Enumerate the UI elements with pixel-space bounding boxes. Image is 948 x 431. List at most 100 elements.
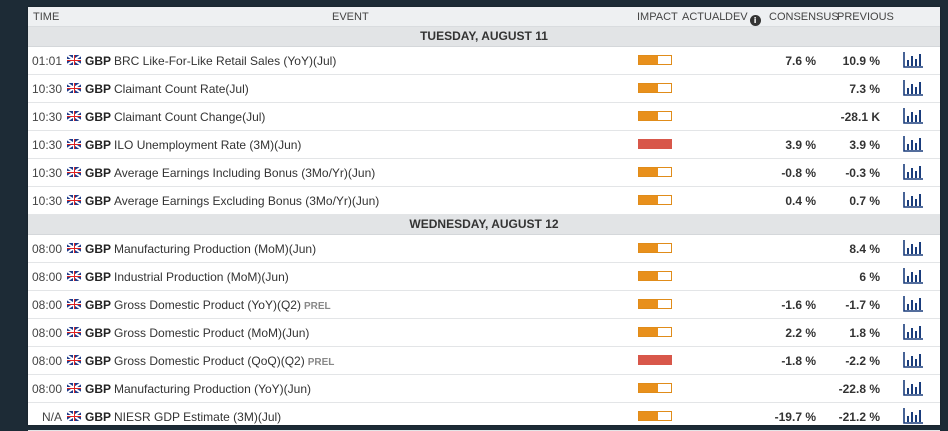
bar-chart-icon[interactable] <box>902 135 924 153</box>
impact-fill <box>639 140 671 148</box>
uk-flag-icon <box>67 139 81 149</box>
event-row[interactable]: 08:00 GBP Manufacturing Production (YoY)(J… <box>28 375 940 403</box>
bar-chart-icon[interactable] <box>902 51 924 69</box>
event-title: BRC Like-For-Like Retail Sales (YoY)(Jul… <box>114 54 337 68</box>
bar-chart-icon[interactable] <box>902 79 924 97</box>
uk-flag-icon <box>67 195 81 205</box>
impact-fill <box>639 196 659 204</box>
event-currency: GBP <box>85 410 112 424</box>
header-dev: DEV i <box>725 11 761 26</box>
event-row[interactable]: 08:00 GBP Gross Domestic Product (QoQ)(Q2)… <box>28 347 940 375</box>
event-time: 10:30 <box>31 138 62 152</box>
event-title: ILO Unemployment Rate (3M)(Jun) <box>114 138 302 152</box>
bar-chart-icon[interactable] <box>902 191 924 209</box>
event-row[interactable]: 10:30 GBP Average Earnings Excluding Bonus… <box>28 187 940 215</box>
event-currency: GBP <box>85 242 112 256</box>
event-currency: GBP <box>85 354 112 368</box>
event-name[interactable]: GBP Gross Domestic Product (YoY)(Q2) PREL <box>85 298 331 312</box>
event-name[interactable]: GBP Manufacturing Production (YoY)(Jun) <box>85 382 311 396</box>
event-name[interactable]: GBP Manufacturing Production (MoM)(Jun) <box>85 242 316 256</box>
impact-fill <box>639 244 659 252</box>
event-time: 08:00 <box>31 270 62 284</box>
event-title: Claimant Count Rate(Jul) <box>114 82 249 96</box>
event-time: 08:00 <box>31 382 62 396</box>
event-time: 10:30 <box>31 166 62 180</box>
uk-flag-icon <box>67 243 81 253</box>
bar-chart-icon[interactable] <box>902 267 924 285</box>
impact-bar <box>638 243 672 253</box>
event-currency: GBP <box>85 298 112 312</box>
impact-fill <box>639 168 659 176</box>
event-row[interactable]: 10:30 GBP Average Earnings Including Bonus… <box>28 159 940 187</box>
event-name[interactable]: GBP Claimant Count Change(Jul) <box>85 110 265 124</box>
impact-bar <box>638 411 672 421</box>
event-row[interactable]: 01:01 GBP BRC Like-For-Like Retail Sales (… <box>28 47 940 75</box>
event-name[interactable]: GBP NIESR GDP Estimate (3M)(Jul) <box>85 410 281 424</box>
info-icon[interactable]: i <box>749 15 761 26</box>
event-currency: GBP <box>85 382 112 396</box>
impact-fill <box>639 300 659 308</box>
event-currency: GBP <box>85 194 112 208</box>
bar-chart-icon[interactable] <box>902 379 924 397</box>
uk-flag-icon <box>67 355 81 365</box>
bar-chart-icon[interactable] <box>902 239 924 257</box>
event-currency: GBP <box>85 54 112 68</box>
table-header: TIME EVENT IMPACT ACTUAL DEV i CONSENSUS … <box>28 7 940 27</box>
event-row[interactable]: 10:30 GBP ILO Unemployment Rate (3M)(Jun) 3… <box>28 131 940 159</box>
event-row[interactable]: 08:00 GBP Manufacturing Production (MoM)(J… <box>28 235 940 263</box>
impact-bar <box>638 139 672 149</box>
bar-chart-icon[interactable] <box>902 295 924 313</box>
event-name[interactable]: GBP Gross Domestic Product (MoM)(Jun) <box>85 326 309 340</box>
bar-chart-icon[interactable] <box>902 107 924 125</box>
event-title: Manufacturing Production (MoM)(Jun) <box>114 242 317 256</box>
economic-calendar-panel: TIME EVENT IMPACT ACTUAL DEV i CONSENSUS … <box>28 7 940 431</box>
event-row[interactable]: 08:00 GBP Industrial Production (MoM)(Jun)… <box>28 263 940 291</box>
event-time: 08:00 <box>31 242 62 256</box>
event-row[interactable]: 10:30 GBP Claimant Count Change(Jul) -28.1 … <box>28 103 940 131</box>
event-row[interactable]: 08:00 GBP Gross Domestic Product (MoM)(Jun… <box>28 319 940 347</box>
event-time: 08:00 <box>31 298 62 312</box>
impact-bar <box>638 271 672 281</box>
previous-value: -21.2 % <box>838 410 880 424</box>
bar-chart-icon[interactable] <box>902 407 924 425</box>
consensus-value: -0.8 % <box>781 166 816 180</box>
impact-fill <box>639 412 659 420</box>
calendar-body: TUESDAY, AUGUST 11 01:01 GBP BRC Like-For-L… <box>28 27 940 431</box>
previous-value: -2.2 % <box>845 354 880 368</box>
impact-bar <box>638 83 672 93</box>
previous-value: 7.3 % <box>849 82 880 96</box>
uk-flag-icon <box>67 83 81 93</box>
impact-fill <box>639 56 659 64</box>
event-title: Industrial Production (MoM)(Jun) <box>114 270 289 284</box>
header-impact: IMPACT <box>637 11 678 23</box>
event-row[interactable]: N/A GBP NIESR GDP Estimate (3M)(Jul) -19.7 … <box>28 403 940 431</box>
event-name[interactable]: GBP BRC Like-For-Like Retail Sales (YoY)(… <box>85 54 336 68</box>
previous-value: -22.8 % <box>838 382 880 396</box>
event-time: 08:00 <box>31 354 62 368</box>
event-title: Manufacturing Production (YoY)(Jun) <box>114 382 312 396</box>
event-name[interactable]: GBP Gross Domestic Product (QoQ)(Q2) PREL <box>85 354 334 368</box>
impact-bar <box>638 327 672 337</box>
impact-fill <box>639 272 659 280</box>
event-currency: GBP <box>85 166 112 180</box>
consensus-value: 0.4 % <box>785 194 816 208</box>
previous-value: -28.1 K <box>840 110 880 124</box>
event-name[interactable]: GBP Claimant Count Rate(Jul) <box>85 82 249 96</box>
previous-value: 0.7 % <box>849 194 880 208</box>
event-name[interactable]: GBP ILO Unemployment Rate (3M)(Jun) <box>85 138 301 152</box>
event-name[interactable]: GBP Average Earnings Excluding Bonus (3Mo… <box>85 194 379 208</box>
event-name[interactable]: GBP Industrial Production (MoM)(Jun) <box>85 270 289 284</box>
bar-chart-icon[interactable] <box>902 163 924 181</box>
header-previous: PREVIOUS <box>837 11 894 23</box>
event-title: Gross Domestic Product (MoM)(Jun) <box>114 326 310 340</box>
event-time: 01:01 <box>31 54 62 68</box>
event-row[interactable]: 08:00 GBP Gross Domestic Product (YoY)(Q2)… <box>28 291 940 319</box>
event-name[interactable]: GBP Average Earnings Including Bonus (3Mo… <box>85 166 375 180</box>
uk-flag-icon <box>67 167 81 177</box>
consensus-value: 3.9 % <box>785 138 816 152</box>
event-currency: GBP <box>85 138 112 152</box>
bar-chart-icon[interactable] <box>902 323 924 341</box>
bar-chart-icon[interactable] <box>902 351 924 369</box>
impact-bar <box>638 55 672 65</box>
event-row[interactable]: 10:30 GBP Claimant Count Rate(Jul) 7.3 % <box>28 75 940 103</box>
